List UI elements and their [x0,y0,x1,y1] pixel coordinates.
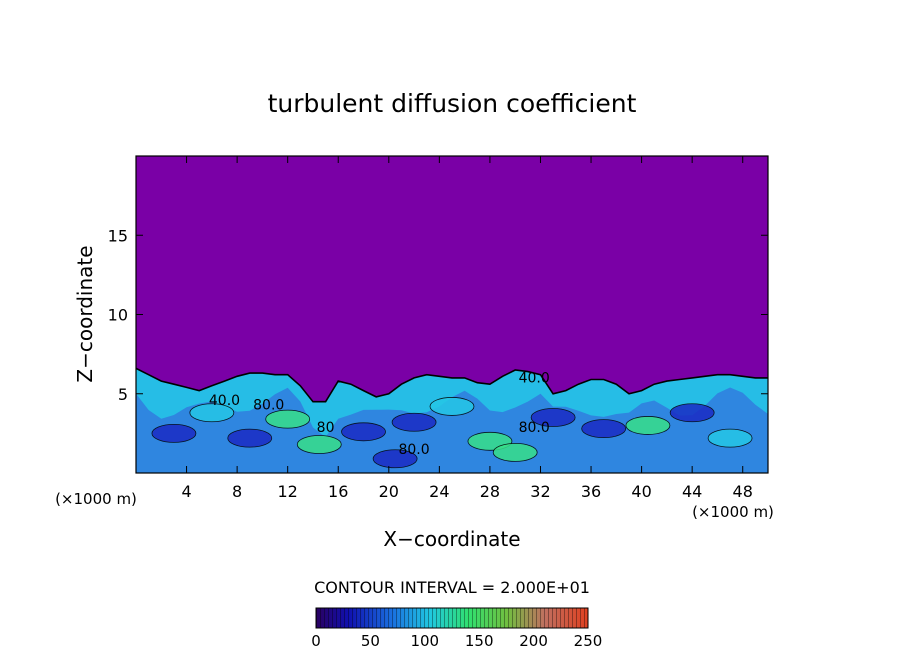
boundary-layer-top-contour [136,367,768,403]
eddy-blob [341,422,386,442]
eddy-blob [227,428,273,448]
x-tick-label: 40 [631,482,651,501]
x-axis-label: X−coordinate [383,527,520,551]
x-axis-ticks: 4 8 12 16 20 24 28 32 36 40 44 48 [181,156,753,501]
x-tick-label: 24 [429,482,449,501]
eddy-blob [151,423,197,443]
eddy-blob [625,416,671,435]
x-tick-label: 4 [181,482,191,501]
contour-label: 80 [317,420,335,436]
colorbar-stripes [316,608,588,628]
contour-interval-text: CONTOUR INTERVAL = 2.000E+01 [314,578,590,597]
x-unit-left: (×1000 m) [55,490,137,508]
contour-label: 80.0 [253,398,284,414]
boundary-layer-eddies [151,397,753,469]
colorbar-tick-label: 0 [311,632,321,650]
y-axis-ticks: 5 10 15 [108,226,768,404]
contour-label: 80.0 [398,442,429,458]
y-axis-label: Z−coordinate [73,245,97,382]
colorbar-tick-label: 50 [361,632,380,650]
chart-title: turbulent diffusion coefficient [268,89,637,118]
eddy-blob [669,403,715,423]
colorbar: 0 50 100 150 200 250 [311,607,602,650]
eddy-blob [391,412,437,432]
x-tick-label: 36 [581,482,601,501]
y-tick-label: 10 [108,306,128,325]
contour-label: 40.0 [519,371,550,387]
x-tick-label: 16 [328,482,348,501]
eddy-blob [265,409,311,429]
x-tick-label: 12 [278,482,298,501]
colorbar-tick-label: 200 [519,632,548,650]
y-tick-label: 15 [108,226,128,245]
eddy-blob [429,397,475,416]
colorbar-tick-label: 150 [465,632,494,650]
colorbar-tick-label: 100 [410,632,439,650]
x-tick-label: 28 [480,482,500,501]
colorbar-ticks: 0 50 100 150 200 250 [311,632,602,650]
contour-label: 40.0 [209,393,240,409]
boundary-layer-cyan-band [136,368,768,438]
y-tick-label: 5 [118,385,128,404]
eddy-blob [296,435,342,454]
eddy-blob [707,428,753,448]
plot-area: 40.0 80.0 80 80.0 40.0 80.0 [136,156,768,473]
eddy-blob [581,419,627,439]
x-tick-label: 48 [733,482,753,501]
eddy-blob [189,403,235,423]
contour-label: 80.0 [519,420,550,436]
colorbar-tick-label: 250 [574,632,603,650]
x-tick-label: 44 [682,482,702,501]
x-tick-label: 20 [379,482,399,501]
eddy-blob [530,408,576,427]
eddy-blob [372,449,418,469]
contour-labels: 40.0 80.0 80 80.0 40.0 80.0 [209,371,550,458]
x-tick-label: 8 [232,482,242,501]
x-unit-right: (×1000 m) [692,503,774,521]
eddy-blob [492,442,538,462]
colorbar-frame [315,607,589,629]
x-tick-label: 32 [530,482,550,501]
